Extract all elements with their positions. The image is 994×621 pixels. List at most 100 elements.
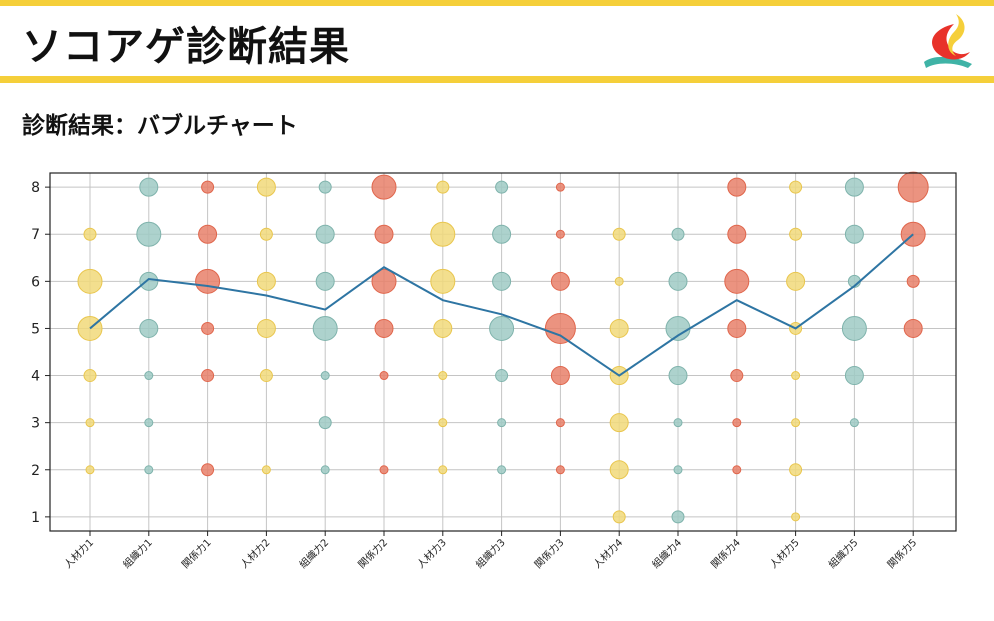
bubble-point <box>256 177 276 197</box>
bubble-point <box>497 465 507 475</box>
bubble-point <box>555 418 565 428</box>
x-tick-label: 組織力4 <box>649 536 684 571</box>
x-tick-label: 組織力3 <box>473 536 508 571</box>
bubble-point <box>492 224 512 244</box>
bubble-point <box>77 315 103 341</box>
bubble-point <box>724 268 750 294</box>
bubble-point <box>139 318 159 338</box>
bubble-point <box>77 268 103 294</box>
x-tick-label: 人材力3 <box>414 536 449 571</box>
x-tick-label: 組織力1 <box>120 536 155 571</box>
bubble-point <box>844 224 864 244</box>
bubble-point <box>320 371 330 381</box>
bubble-point <box>371 174 397 200</box>
bubble-point <box>727 177 747 197</box>
bubble-point <box>730 369 744 383</box>
x-tick-label: 人材力4 <box>590 536 625 571</box>
bubble-point <box>433 318 453 338</box>
brand-logo-icon <box>924 14 972 68</box>
bubble-point <box>841 315 867 341</box>
bubble-point <box>320 465 330 475</box>
bubble-point <box>261 465 271 475</box>
bubble-point <box>489 315 515 341</box>
x-axis-ticks: 人材力1 組織力1 関係力1 人材力2 組織力2 関係力2 人材力3 組織力3 関係力3 人材力4… <box>61 531 919 571</box>
bubble-point <box>83 227 97 241</box>
bubble-point <box>844 366 864 386</box>
bubble-point <box>609 413 629 433</box>
bubble-point <box>844 177 864 197</box>
bubble-point <box>201 321 215 335</box>
bubble-point <box>849 418 859 428</box>
bubble-point <box>671 510 685 524</box>
y-tick-label: 7 <box>31 227 40 243</box>
y-axis-ticks: 1 2 3 4 5 6 7 8 <box>31 180 50 526</box>
header-top-stripe <box>0 0 994 6</box>
bubble-point <box>312 315 338 341</box>
chart-section-title: 診断結果：バブルチャート <box>22 113 298 139</box>
bubble-point <box>727 318 747 338</box>
bubble-point <box>379 465 389 475</box>
x-tick-label: 人材力2 <box>238 536 273 571</box>
bubble-point <box>791 512 801 522</box>
bubble-point <box>436 180 450 194</box>
bubble-point <box>259 227 273 241</box>
bubble-point <box>673 465 683 475</box>
x-tick-label: 関係力4 <box>708 536 743 571</box>
bubble-point <box>789 227 803 241</box>
bubble-point <box>201 180 215 194</box>
score-line <box>89 233 914 377</box>
bubble-point <box>259 369 273 383</box>
bubble-point <box>139 177 159 197</box>
x-tick-label: 人材力5 <box>767 536 802 571</box>
bubble-point <box>612 510 626 524</box>
bubble-point <box>732 465 742 475</box>
y-tick-label: 2 <box>31 463 40 479</box>
bubble-point <box>83 369 97 383</box>
y-tick-label: 8 <box>31 180 40 196</box>
x-tick-label: 組織力2 <box>296 536 331 571</box>
bubble-point <box>903 318 923 338</box>
y-tick-label: 3 <box>31 416 40 432</box>
chart-bubbles <box>77 171 929 524</box>
x-tick-label: 関係力5 <box>884 536 919 571</box>
y-tick-label: 6 <box>31 274 40 290</box>
bubble-point <box>379 371 389 381</box>
bubble-point <box>198 224 218 244</box>
bubble-point <box>85 465 95 475</box>
y-tick-label: 1 <box>31 510 40 526</box>
bubble-point <box>668 366 688 386</box>
page-title: ソコアゲ診断結果 <box>22 24 350 70</box>
bubble-point <box>318 180 332 194</box>
bubble-point <box>430 268 456 294</box>
bubble-point <box>438 465 448 475</box>
bubble-chart: 1 2 3 4 5 6 7 8 人材力1 組織力1 関係力1 人材力2 組織力2 関係力2 人材力3 組織力… <box>31 171 957 571</box>
header-bottom-stripe <box>0 76 994 83</box>
bubble-point <box>665 315 691 341</box>
x-tick-label: 関係力2 <box>355 536 390 571</box>
bubble-point <box>791 418 801 428</box>
bubble-point <box>555 465 565 475</box>
bubble-point <box>609 460 629 480</box>
bubble-point <box>374 224 394 244</box>
bubble-point <box>430 221 456 247</box>
y-tick-label: 5 <box>31 321 40 337</box>
bubble-point <box>256 271 276 291</box>
bubble-point <box>614 276 624 286</box>
bubble-point <box>85 418 95 428</box>
bubble-point <box>544 312 576 344</box>
bubble-point <box>727 224 747 244</box>
bubble-point <box>139 271 159 291</box>
bubble-point <box>144 465 154 475</box>
bubble-point <box>195 268 221 294</box>
x-tick-label: 人材力1 <box>61 536 96 571</box>
bubble-point <box>495 369 509 383</box>
bubble-point <box>315 224 335 244</box>
bubble-point <box>789 180 803 194</box>
bubble-point <box>897 171 929 203</box>
bubble-point <box>136 221 162 247</box>
bubble-point <box>671 227 685 241</box>
bubble-point <box>555 229 565 239</box>
bubble-point <box>374 318 394 338</box>
bubble-point <box>673 418 683 428</box>
bubble-point <box>550 271 570 291</box>
